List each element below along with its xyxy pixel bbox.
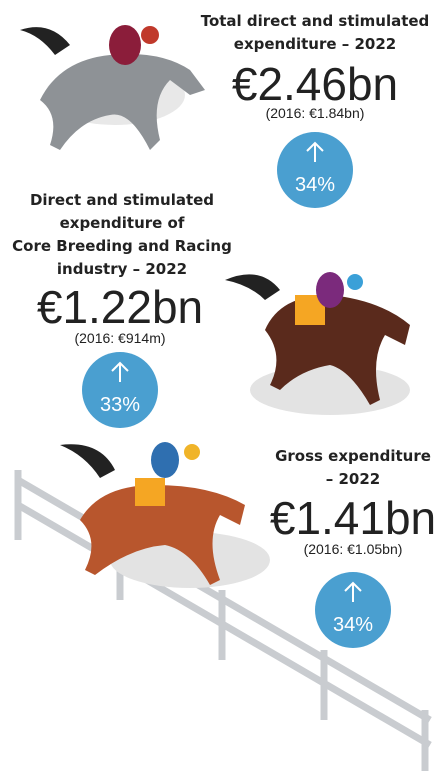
infographic: Total direct and stimulated expenditure … <box>0 0 435 771</box>
horse-brown <box>225 272 410 415</box>
horse-grey <box>20 25 205 150</box>
stat-value: €1.41bn <box>270 492 435 544</box>
stat-value: €2.46bn <box>232 58 398 110</box>
stat-title: Direct and stimulated <box>30 191 214 209</box>
stat-previous: (2016: €1.05bn) <box>304 541 403 557</box>
stat-previous: (2016: €914m) <box>74 330 165 346</box>
stat-growth: 34% <box>295 174 335 196</box>
stat-title: Core Breeding and Racing <box>12 237 232 255</box>
stat-growth: 34% <box>333 614 373 636</box>
stat-title: industry – 2022 <box>57 260 187 278</box>
stat-title: Gross expenditure <box>275 447 431 465</box>
stat-value: €1.22bn <box>37 281 203 333</box>
stat-previous: (2016: €1.84bn) <box>266 105 365 121</box>
stat-title: expenditure of <box>60 214 185 232</box>
stat-title: – 2022 <box>326 470 380 488</box>
stat-growth: 33% <box>100 394 140 416</box>
horse-chestnut <box>60 442 270 588</box>
stat-title: Total direct and stimulated <box>201 12 430 30</box>
stat-title: expenditure – 2022 <box>234 35 396 53</box>
